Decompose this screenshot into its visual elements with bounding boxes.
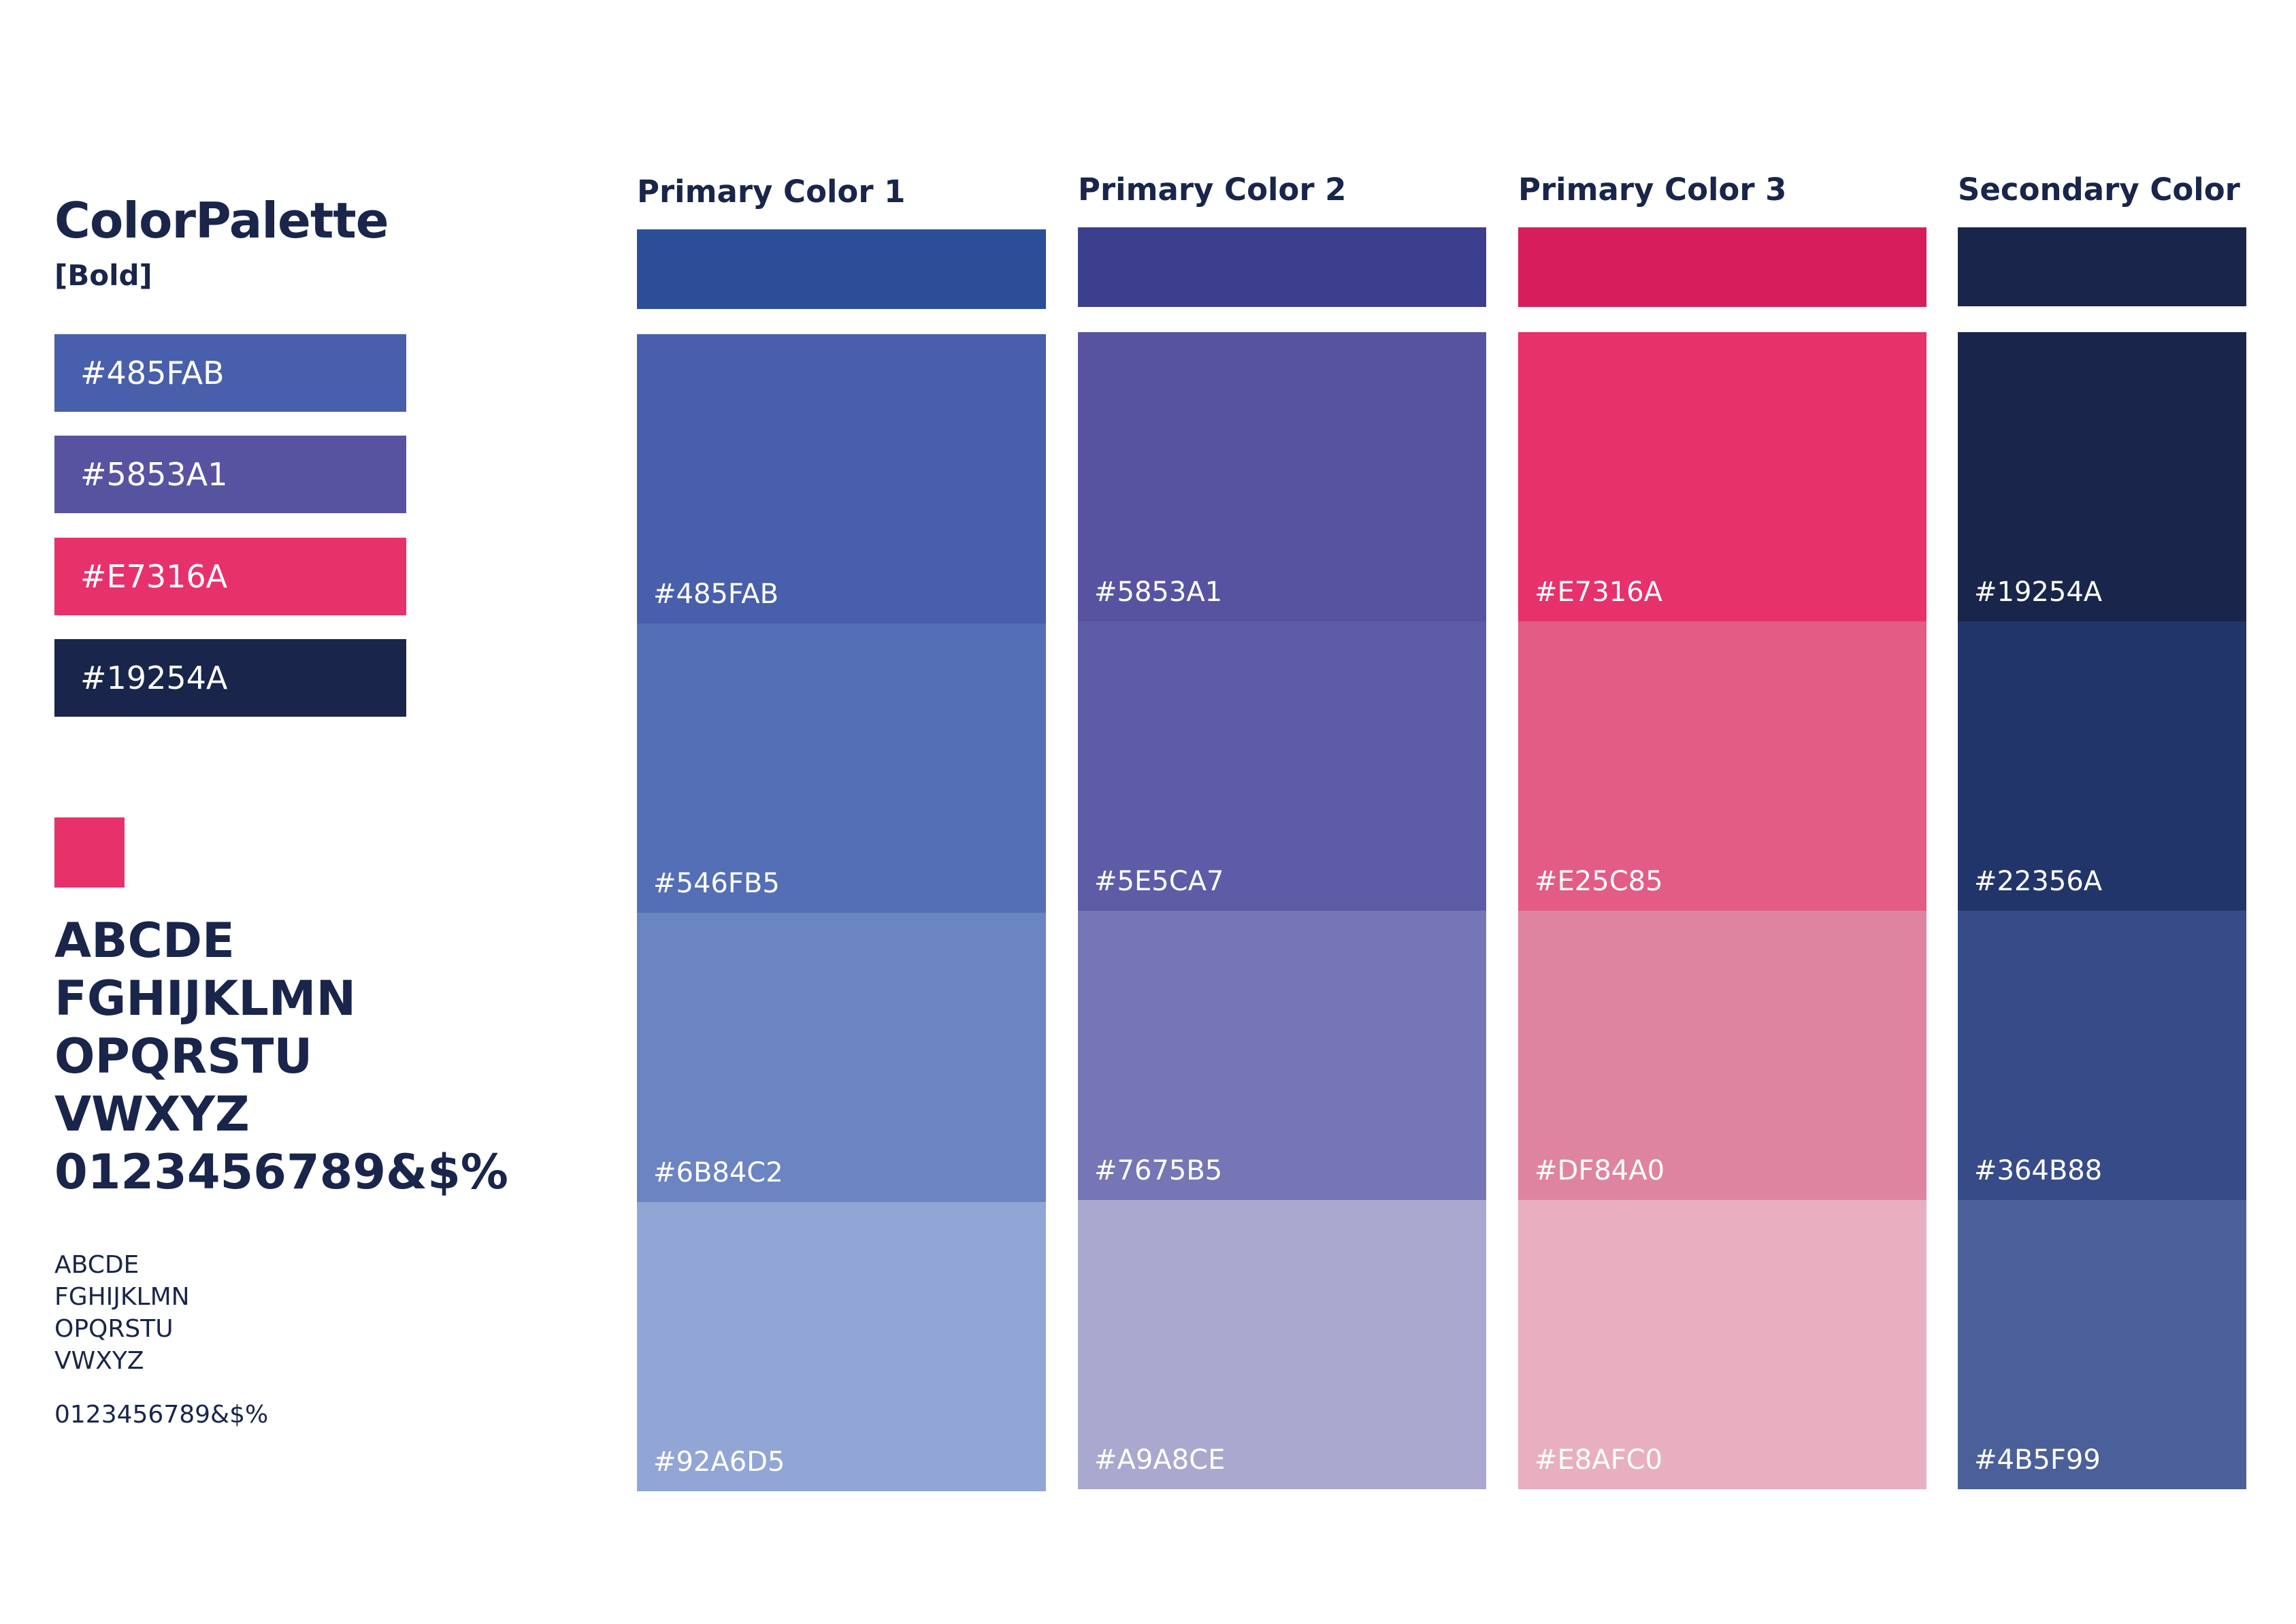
swatch-label: #22356A: [1974, 866, 2103, 897]
swatch-label: #364B88: [1974, 1155, 2103, 1186]
chip-0: #485FAB: [54, 334, 406, 412]
swatch-label: #7675B5: [1094, 1155, 1223, 1186]
small-alphabet-sample: ABCDE FGHIJKLMN OPQRSTU VWXYZ: [54, 1249, 190, 1377]
column-header-bar: [1958, 227, 2246, 306]
column-heading: Primary Color 2: [1078, 172, 1347, 208]
color-swatch: #19254A: [1958, 332, 2246, 621]
color-swatch: #92A6D5: [637, 1202, 1046, 1491]
swatch-label: #A9A8CE: [1094, 1444, 1226, 1476]
column-header-bar: [1518, 227, 1926, 307]
chip-label: #485FAB: [80, 355, 225, 391]
swatch-label: #E7316A: [1535, 576, 1662, 608]
alphabet-line: VWXYZ: [54, 1347, 144, 1375]
color-swatch: #E8AFC0: [1518, 1200, 1926, 1489]
swatch-label: #DF84A0: [1535, 1155, 1665, 1186]
alphabet-line: FGHIJKLMN: [54, 1283, 190, 1311]
chip-label: #19254A: [80, 660, 228, 696]
color-swatch: #5853A1: [1078, 332, 1486, 621]
chip-2: #E7316A: [54, 538, 406, 615]
column-header-bar: [637, 229, 1046, 309]
alphabet-line: ABCDE: [54, 913, 235, 969]
column-heading: Primary Color 1: [637, 174, 906, 210]
color-swatch: #4B5F99: [1958, 1200, 2246, 1489]
swatch-label: #546FB5: [653, 868, 780, 899]
color-swatch: #7675B5: [1078, 911, 1486, 1200]
color-swatch: #DF84A0: [1518, 911, 1926, 1200]
color-swatch: #E7316A: [1518, 332, 1926, 621]
column-heading: Primary Color 3: [1518, 172, 1787, 208]
accent-square: [54, 817, 125, 888]
swatch-label: #E25C85: [1535, 866, 1663, 897]
alphabet-line: ABCDE: [54, 1251, 140, 1279]
column-heading: Secondary Color: [1958, 172, 2240, 208]
swatch-label: #92A6D5: [653, 1446, 785, 1478]
swatch-label: #6B84C2: [653, 1157, 783, 1188]
color-swatch: #546FB5: [637, 623, 1046, 913]
color-swatch: #364B88: [1958, 911, 2246, 1200]
chip-label: #E7316A: [80, 558, 228, 595]
chip-3: #19254A: [54, 639, 406, 717]
alphabet-line: OPQRSTU: [54, 1028, 313, 1084]
column-header-bar: [1078, 227, 1486, 307]
big-alphabet-sample: ABCDE FGHIJKLMN OPQRSTU VWXYZ 0123456789…: [54, 912, 508, 1201]
page-subtitle: [Bold]: [54, 259, 152, 292]
small-digits-sample: 0123456789&$%: [54, 1401, 269, 1429]
color-swatch: #A9A8CE: [1078, 1200, 1486, 1489]
chip-label: #5853A1: [80, 456, 228, 493]
swatch-label: #4B5F99: [1974, 1444, 2101, 1476]
alphabet-line: VWXYZ: [54, 1086, 250, 1142]
swatch-label: #E8AFC0: [1535, 1444, 1662, 1476]
chip-1: #5853A1: [54, 436, 406, 513]
color-swatch: #E25C85: [1518, 621, 1926, 911]
swatch-label: #5853A1: [1094, 576, 1223, 608]
alphabet-line: 0123456789&$%: [54, 1144, 508, 1200]
color-swatch: #485FAB: [637, 334, 1046, 623]
alphabet-line: OPQRSTU: [54, 1315, 174, 1343]
color-swatch: #22356A: [1958, 621, 2246, 911]
alphabet-line: FGHIJKLMN: [54, 971, 357, 1026]
page-title: ColorPalette: [54, 192, 389, 249]
color-swatch: #6B84C2: [637, 913, 1046, 1202]
swatch-label: #19254A: [1974, 576, 2103, 608]
swatch-label: #485FAB: [653, 579, 779, 610]
swatch-label: #5E5CA7: [1094, 866, 1224, 897]
color-swatch: #5E5CA7: [1078, 621, 1486, 911]
